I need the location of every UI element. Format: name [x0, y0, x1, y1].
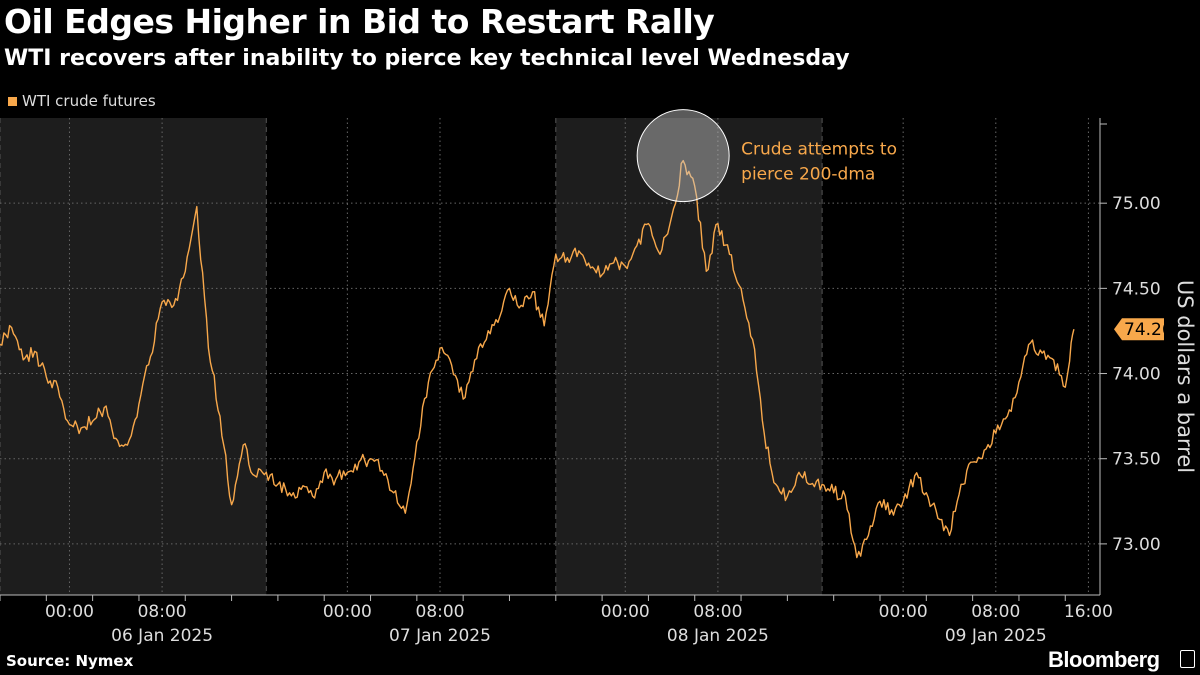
x-day-label: 06 Jan 2025: [111, 626, 213, 646]
chart-subtitle: WTI recovers after inability to pierce k…: [4, 46, 850, 71]
brand-icon: [1180, 650, 1195, 668]
x-tick-label: 00:00: [601, 602, 650, 622]
source-note: Source: Nymex: [6, 652, 134, 670]
annotation-text: pierce 200-dma: [741, 165, 875, 185]
x-day-label: 07 Jan 2025: [389, 626, 491, 646]
x-tick-label: 08:00: [971, 602, 1020, 622]
x-tick-label: 08:00: [138, 602, 187, 622]
wti-series-line: [0, 159, 1075, 559]
y-tick-label: 75.00: [1112, 194, 1161, 214]
x-day-label: 09 Jan 2025: [945, 626, 1047, 646]
annotation-circle: [636, 109, 730, 203]
x-tick-label: 16:00: [1064, 602, 1113, 622]
last-value-tag: [1114, 318, 1164, 341]
x-tick-label: 08:00: [693, 602, 742, 622]
legend-swatch: [8, 96, 17, 106]
y-tick-label: 73.50: [1112, 450, 1161, 470]
chart-title: Oil Edges Higher in Bid to Restart Rally: [4, 2, 715, 41]
y-tick-label: 74.50: [1112, 279, 1161, 299]
x-tick-label: 00:00: [323, 602, 372, 622]
last-value-label: 74.26: [1124, 320, 1173, 340]
x-tick-label: 00:00: [45, 602, 94, 622]
annotation-text: Crude attempts to: [741, 140, 897, 160]
y-tick-label: 73.00: [1112, 535, 1161, 555]
x-day-label: 08 Jan 2025: [667, 626, 769, 646]
legend-label: WTI crude futures: [22, 92, 156, 110]
y-tick-label: 74.00: [1112, 365, 1161, 385]
brand-logo: Bloomberg: [1048, 647, 1160, 672]
session-shade: [0, 118, 267, 595]
x-tick-label: 00:00: [879, 602, 928, 622]
x-tick-label: 08:00: [416, 602, 465, 622]
y-axis-title: US dollars a barrel: [1173, 280, 1197, 473]
session-shade: [555, 118, 823, 595]
legend: WTI crude futures: [8, 92, 156, 110]
